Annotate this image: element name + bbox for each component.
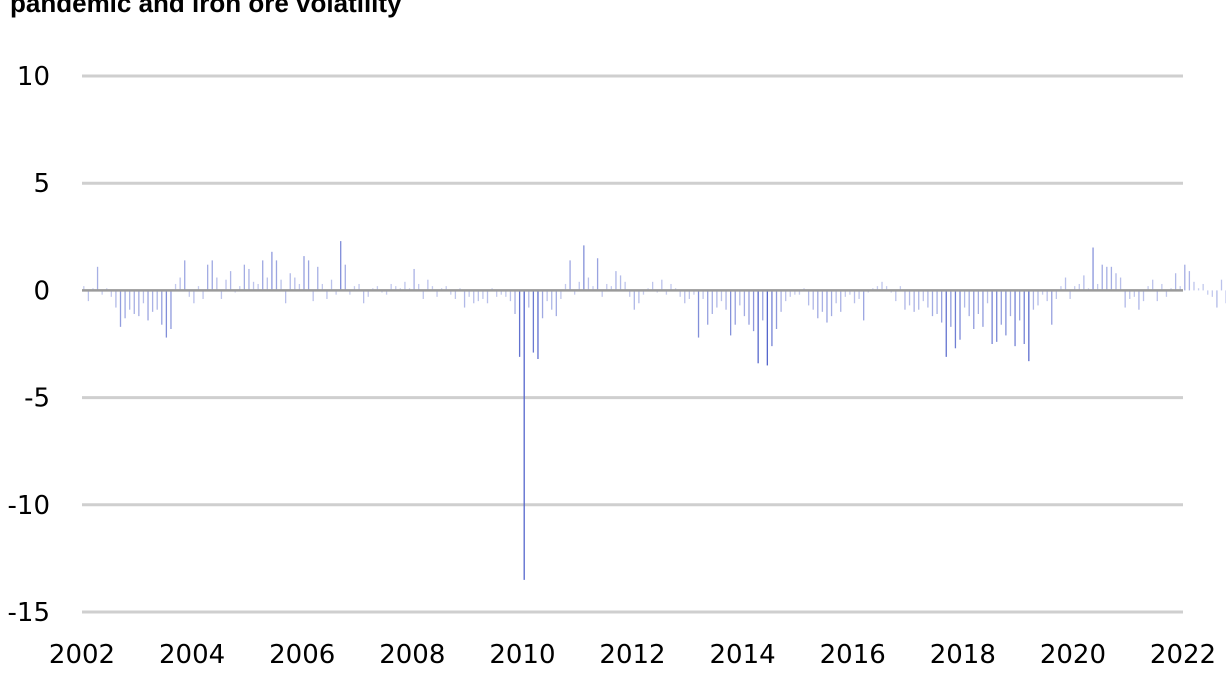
y-axis-tick-labels: 10 5 0 -5 -10 -15 (8, 62, 50, 628)
x-tick-label: 2016 (820, 640, 886, 670)
bars (83, 241, 1226, 580)
chart-title: pandemic and iron ore volatility (10, 0, 402, 18)
x-tick-label: 2012 (599, 640, 665, 670)
x-tick-label: 2014 (710, 640, 776, 670)
y-tick-label: -5 (24, 384, 50, 414)
x-tick-label: 2022 (1150, 640, 1216, 670)
y-tick-label: -10 (8, 491, 50, 521)
x-axis-tick-labels: 2002 2004 2006 2008 2010 2012 2014 2016 2018 2020… (49, 640, 1216, 670)
y-tick-label: 5 (33, 169, 50, 199)
x-tick-label: 2020 (1040, 640, 1106, 670)
x-tick-label: 2006 (269, 640, 335, 670)
x-tick-label: 2010 (489, 640, 555, 670)
x-tick-label: 2002 (49, 640, 115, 670)
gridlines (82, 74, 1183, 614)
y-tick-label: 0 (33, 276, 50, 306)
x-tick-label: 2004 (159, 640, 225, 670)
y-tick-label: 10 (17, 62, 50, 92)
x-tick-label: 2018 (930, 640, 996, 670)
x-tick-label: 2008 (379, 640, 445, 670)
y-tick-label: -15 (8, 598, 50, 628)
